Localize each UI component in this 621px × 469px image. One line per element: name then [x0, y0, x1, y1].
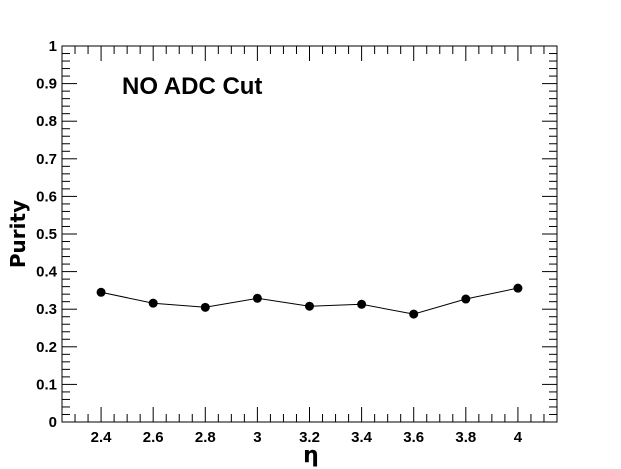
annotation-text: NO ADC Cut	[122, 73, 262, 100]
x-axis-title: η	[303, 443, 319, 468]
x-tick-label: 3	[253, 429, 261, 446]
plot-frame	[61, 45, 558, 423]
y-tick-label: 1	[49, 38, 57, 55]
y-tick-label: 0.2	[36, 339, 57, 356]
axis-ticks	[61, 45, 558, 423]
data-point	[357, 299, 367, 309]
data-point	[461, 294, 471, 304]
data-point	[148, 298, 158, 308]
x-tick-label: 2.8	[195, 429, 216, 446]
x-tick-label: 2.6	[143, 429, 164, 446]
x-tick-label: 2.4	[91, 429, 113, 446]
y-tick-label: 0.7	[36, 151, 57, 168]
x-tick-label: 3.8	[455, 429, 476, 446]
series-layer	[96, 283, 523, 319]
x-tick-label: 3.4	[351, 429, 373, 446]
x-tick-label: 3.2	[299, 429, 320, 446]
x-tick-label: 4	[514, 429, 523, 446]
y-tick-label: 0.8	[36, 113, 57, 130]
y-tick-label: 0.3	[36, 301, 57, 318]
y-axis-title: Purity	[6, 200, 30, 268]
data-point	[200, 302, 210, 312]
data-point	[305, 301, 314, 311]
data-point	[252, 293, 262, 303]
axis-tick-labels: 0 0.1 0.2 0.3 0.4 0.5 0.6 0.7 0.8 0.9 1 2.4 2.6 2.8 3 3…	[36, 38, 523, 446]
y-tick-label: 0.6	[36, 188, 57, 205]
y-tick-label: 0.1	[36, 376, 57, 393]
data-point	[96, 287, 106, 297]
data-point	[409, 309, 419, 319]
x-tick-label: 3.6	[403, 429, 424, 446]
y-tick-label: 0.9	[36, 76, 57, 93]
y-tick-label: 0.4	[36, 264, 58, 281]
data-point	[513, 283, 523, 293]
y-tick-label: 0	[49, 414, 57, 431]
y-tick-label: 0.5	[36, 226, 57, 243]
